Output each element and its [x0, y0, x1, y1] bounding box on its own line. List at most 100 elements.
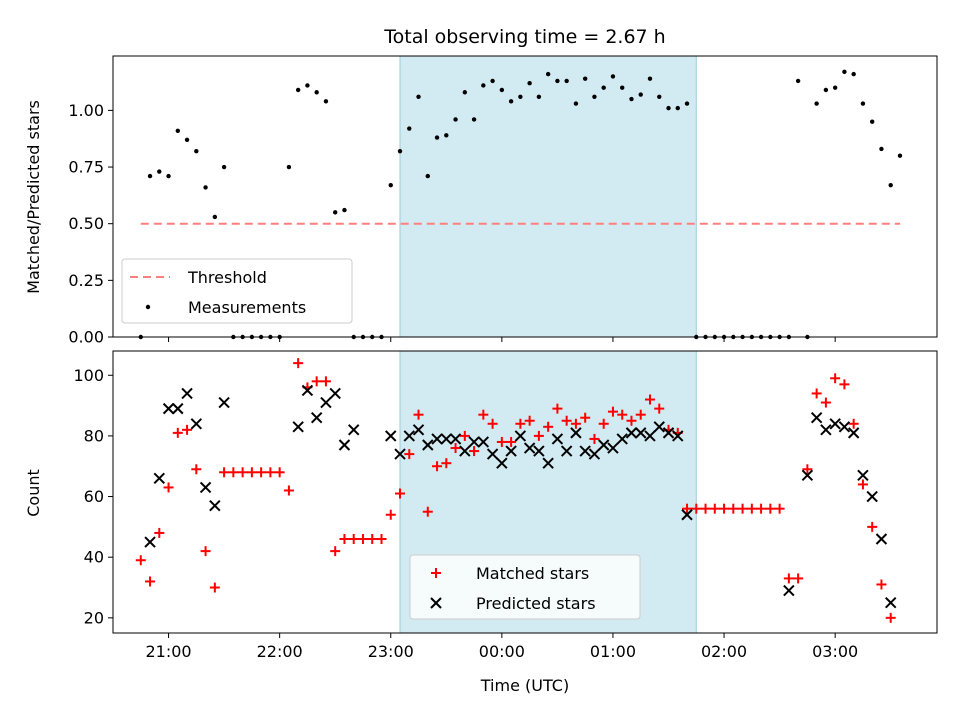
predicted-stars-point [635, 427, 647, 439]
matched-stars-point [496, 436, 507, 447]
predicted-stars-point [486, 448, 499, 460]
matched-stars-point [820, 397, 831, 408]
measurements-point [518, 94, 523, 99]
measurements-point [888, 182, 893, 188]
measurements-point [666, 105, 671, 111]
predicted-stars-point [681, 509, 693, 521]
count-panel-legend: Matched stars Predicted stars [409, 554, 641, 620]
matched-stars-point [154, 527, 165, 538]
matched-stars-point [746, 503, 757, 514]
matched-stars-point [413, 409, 424, 420]
matched-stars-point [293, 358, 304, 369]
measurements-point [397, 148, 403, 154]
measurements-point [860, 101, 866, 106]
y-tick-label: 40 [84, 548, 104, 567]
matched-stars-point [774, 503, 785, 514]
matched-stars-point [320, 376, 331, 387]
measurements-point [333, 210, 338, 215]
measurements-point [684, 101, 690, 106]
matched-stars-point [719, 503, 730, 514]
predicted-stars-point [394, 448, 406, 460]
matched-stars-point [709, 503, 720, 514]
y-tick-label: 60 [84, 487, 104, 506]
measurements-point [323, 99, 329, 104]
matched-stars-point [515, 418, 526, 429]
matched-stars-point [357, 534, 368, 544]
predicted-stars-point [560, 445, 573, 457]
matched-stars-point [700, 503, 711, 514]
predicted-stars-point [209, 499, 221, 512]
predicted-stars-point [607, 442, 619, 454]
measurements-point [638, 92, 643, 97]
measurements-point [814, 101, 819, 106]
legend-label: Matched stars [476, 564, 589, 583]
ratio-panel-observing-window [399, 55, 697, 338]
matched-stars-point [265, 467, 276, 478]
x-tick-label: 01:00 [590, 642, 636, 661]
y-tick-label: 80 [84, 426, 104, 445]
measurements-point [536, 94, 542, 99]
predicted-stars-point [847, 427, 860, 439]
measurements-point [314, 90, 319, 95]
predicted-stars-point [857, 469, 869, 482]
matched-stars-point [348, 534, 359, 544]
x-tick-label: 23:00 [368, 642, 414, 661]
predicted-stars-point [292, 421, 304, 433]
measurements-point [573, 101, 579, 106]
matched-stars-point [432, 461, 443, 472]
legend-box [409, 554, 641, 620]
predicted-stars-point [644, 430, 656, 442]
predicted-stars-point [820, 424, 832, 436]
measurements-point [147, 173, 153, 179]
matched-stars-point [811, 388, 822, 399]
matched-stars-point [506, 436, 517, 447]
measurements-point [157, 169, 162, 174]
measurements-point [471, 117, 477, 122]
measurements-point [184, 137, 190, 143]
matched-stars-point [376, 534, 387, 544]
measurements-point [490, 78, 495, 84]
matched-stars-point [395, 488, 406, 499]
matched-stars-point [209, 582, 220, 593]
measurements-point [508, 99, 514, 104]
matched-stars-point [644, 394, 655, 405]
predicted-stars-point [616, 433, 628, 445]
matched-stars-point [385, 509, 396, 520]
measurements-point [481, 83, 486, 88]
matched-stars-point [885, 612, 896, 623]
matched-stars-point [857, 479, 868, 490]
measurements-point [582, 76, 588, 81]
matched-stars-point [728, 503, 739, 514]
x-tick-label: 03:00 [812, 642, 858, 661]
measurements-point [305, 83, 310, 88]
matched-stars-point [274, 467, 285, 478]
measurements-point [897, 153, 903, 158]
ratio-panel-ylabel: Matched/Predicted stars [24, 100, 43, 294]
matched-stars-point [256, 467, 267, 478]
predicted-stars-point [329, 387, 341, 400]
predicted-stars-point [422, 439, 434, 451]
measurements-point [823, 87, 829, 93]
matched-stars-point [450, 443, 461, 454]
ratio-panel: 0.00 0.25 0.50 0.75 1.00 Matched/Predicted s… [24, 55, 938, 347]
predicted-stars-point [672, 430, 684, 442]
predicted-stars-point [866, 490, 878, 503]
x-tick-label: 22:00 [257, 642, 303, 661]
matched-stars-point [617, 409, 628, 420]
matched-stars-point [580, 412, 591, 423]
measurements-point [851, 71, 856, 77]
measurements-point [499, 87, 505, 93]
ratio-panel-legend: Threshold Measurements [121, 258, 353, 324]
matched-stars-point [839, 379, 850, 390]
matched-stars-point [478, 409, 489, 420]
matched-stars-point [228, 467, 239, 478]
matched-stars-point [441, 458, 452, 469]
predicted-stars-point [875, 533, 888, 545]
predicted-stars-point [505, 445, 517, 457]
matched-stars-point [145, 576, 156, 587]
measurements-point [657, 94, 662, 99]
predicted-stars-point [468, 436, 480, 448]
matched-stars-point [469, 446, 480, 457]
x-axis-label: Time (UTC) [480, 676, 569, 695]
predicted-stars-point [597, 439, 610, 451]
